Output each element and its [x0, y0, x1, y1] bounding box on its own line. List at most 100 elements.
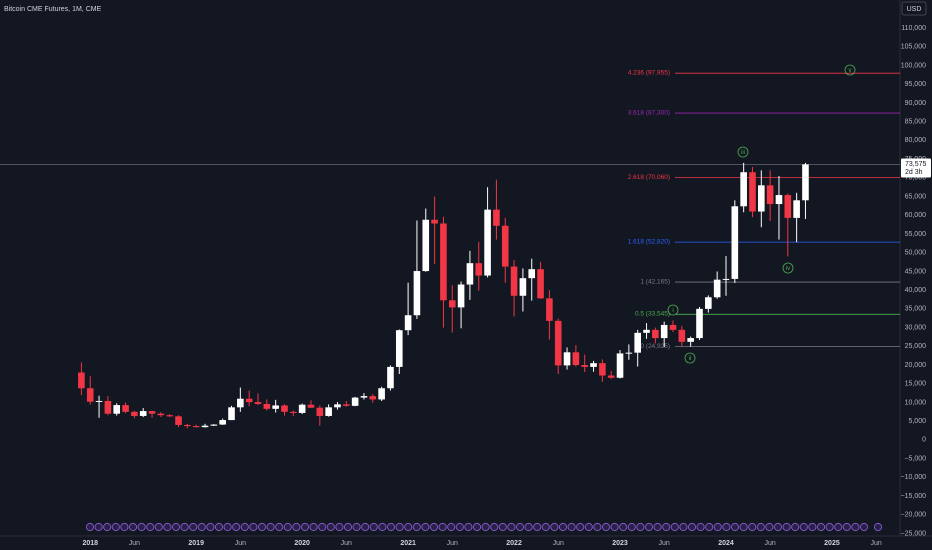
event-icon — [180, 522, 189, 532]
y-tick-label: 30,000 — [905, 324, 927, 331]
candle-body — [493, 209, 500, 226]
event-icon — [653, 522, 662, 532]
x-tick-label: 2019 — [188, 540, 204, 547]
candle-body — [793, 200, 800, 218]
x-tick-label: 2023 — [612, 540, 628, 547]
y-tick-label: 80,000 — [905, 137, 927, 144]
y-tick-label: −25,000 — [901, 530, 927, 537]
candle-body — [351, 397, 359, 406]
event-icon — [636, 522, 645, 532]
candle-body — [634, 332, 641, 353]
event-icon — [429, 522, 439, 532]
currency-label[interactable]: USD — [907, 6, 922, 13]
candle-body — [254, 402, 262, 404]
candle-body — [237, 398, 244, 408]
event-icon — [386, 522, 396, 532]
candle-body — [157, 413, 165, 416]
price-tag — [901, 158, 931, 178]
y-tick-label: 5,000 — [908, 418, 926, 425]
event-icon — [361, 522, 370, 532]
wave-circle — [667, 304, 679, 316]
candle-body — [784, 195, 792, 218]
y-tick-label: 95,000 — [905, 81, 927, 88]
candle-body — [201, 425, 209, 428]
candle-body — [334, 404, 341, 408]
candle-body — [210, 424, 218, 426]
candle-body — [678, 329, 686, 342]
event-icon — [378, 522, 387, 532]
currency-button[interactable] — [901, 1, 927, 16]
candle-body — [219, 420, 226, 425]
candle-body — [166, 415, 173, 417]
candle-body — [316, 407, 324, 416]
event-icon — [662, 522, 671, 532]
candle-body — [501, 225, 509, 267]
candle-body — [360, 396, 368, 398]
candle-body — [510, 266, 518, 296]
candle-body — [713, 279, 721, 298]
x-tick-label: 2022 — [506, 540, 522, 547]
candle-body — [228, 407, 235, 421]
candle-body — [740, 172, 747, 207]
event-icon — [816, 522, 826, 532]
event-icon — [369, 522, 378, 532]
candle-body — [607, 375, 615, 378]
event-icon — [533, 522, 542, 532]
candle-body — [749, 172, 756, 212]
event-icon — [670, 522, 679, 532]
event-icon — [490, 522, 499, 532]
candle-body — [378, 388, 385, 400]
candle-body — [86, 388, 94, 402]
wave-label: iv — [786, 266, 790, 272]
event-icon — [576, 522, 585, 532]
candle-body — [625, 352, 633, 354]
event-icon — [257, 522, 267, 532]
event-icon — [240, 522, 249, 532]
event-icon — [756, 522, 765, 532]
fib-label: 3.618 (87,300) — [628, 109, 670, 116]
candle-body — [307, 404, 315, 408]
event-icon — [748, 522, 757, 532]
event-icon — [412, 522, 421, 532]
x-tick-label: Jun — [447, 540, 458, 547]
candle-body — [395, 330, 403, 367]
y-tick-label: −20,000 — [901, 512, 927, 519]
y-tick-label: 105,000 — [901, 44, 926, 51]
candle-body — [387, 366, 394, 389]
candle-body — [696, 308, 703, 339]
wave-label: iii — [741, 150, 745, 156]
event-icon — [283, 522, 292, 532]
event-icon — [223, 522, 232, 532]
x-tick-label: 2018 — [82, 540, 98, 547]
event-icon — [558, 522, 568, 532]
candle-body — [281, 405, 288, 412]
x-tick-label: 2020 — [294, 540, 310, 547]
candle-body — [148, 411, 156, 414]
candle-body — [669, 324, 677, 330]
fib-label: 0.5 (33,545) — [635, 311, 670, 318]
event-icon — [791, 522, 800, 532]
fib-label: 1 (42,165) — [640, 278, 670, 285]
wave-circle — [844, 64, 856, 76]
x-tick-label: Jun — [235, 540, 246, 547]
event-icon — [644, 522, 654, 532]
y-tick-label: 10,000 — [905, 399, 927, 406]
event-icon — [730, 522, 740, 532]
candle-body — [422, 219, 430, 272]
event-icon — [705, 522, 714, 532]
candle-body — [184, 424, 191, 427]
candle-body — [192, 426, 200, 428]
candle-body — [343, 404, 350, 406]
y-tick-label: 65,000 — [905, 193, 927, 200]
wave-circle — [684, 352, 696, 364]
candle-body — [758, 185, 765, 212]
event-icon — [808, 522, 817, 532]
y-tick-label: 90,000 — [905, 100, 927, 107]
event-icon — [765, 522, 774, 532]
x-tick-label: Jun — [553, 540, 564, 547]
candle-body — [731, 206, 739, 279]
event-icon — [103, 522, 112, 532]
candle-body — [263, 403, 271, 409]
wave-label: i — [672, 308, 673, 314]
x-tick-label: Jun — [870, 540, 881, 547]
